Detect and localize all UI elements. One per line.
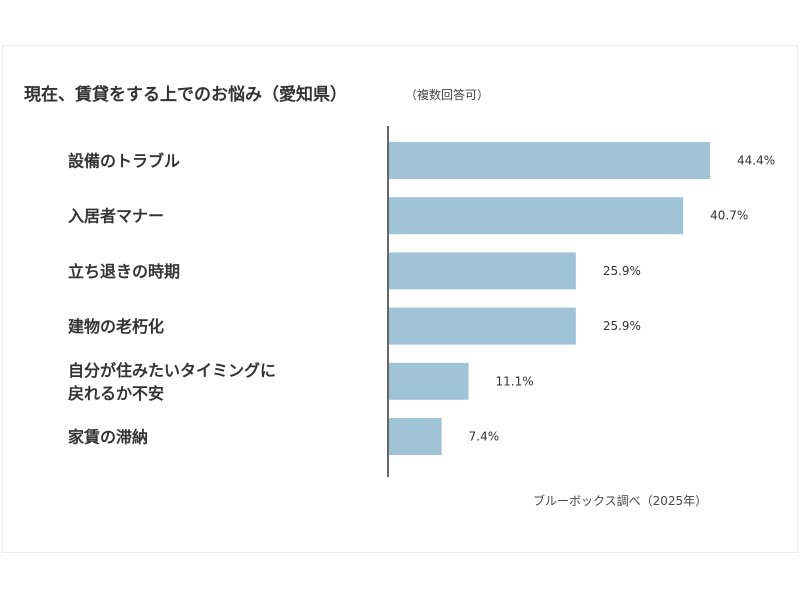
value-label-3: 25.9% xyxy=(603,319,641,333)
category-label-3: 建物の老朽化 xyxy=(68,317,164,336)
chart-title: 現在、賃貸をする上でのお悩み（愛知県） xyxy=(24,85,347,105)
value-label-0: 44.4% xyxy=(737,154,775,168)
chart-subtitle: （複数回答可） xyxy=(405,88,490,102)
bar-1 xyxy=(388,197,684,235)
value-label-2: 25.9% xyxy=(603,264,641,278)
bar-5 xyxy=(388,418,442,455)
value-label-4: 11.1% xyxy=(496,374,534,388)
category-label-1: 入居者マナー xyxy=(68,207,164,226)
value-label-5: 7.4% xyxy=(469,430,500,444)
value-label-1: 40.7% xyxy=(710,209,748,223)
bar-0 xyxy=(388,142,710,179)
chart-frame xyxy=(2,45,798,553)
bar-3 xyxy=(388,307,576,345)
category-label-5: 家賃の滞納 xyxy=(68,428,148,447)
chart-source: ブルーボックス調べ（2025年） xyxy=(533,494,708,508)
bar-2 xyxy=(388,252,576,290)
category-label-2: 立ち退きの時期 xyxy=(68,262,180,281)
bar-4 xyxy=(388,362,469,400)
category-label-0: 設備のトラブル xyxy=(68,152,180,171)
category-label-4-line-0: 自分が住みたいタイミングに xyxy=(68,361,276,380)
category-label-4-line-1: 戻れるか不安 xyxy=(67,384,164,403)
